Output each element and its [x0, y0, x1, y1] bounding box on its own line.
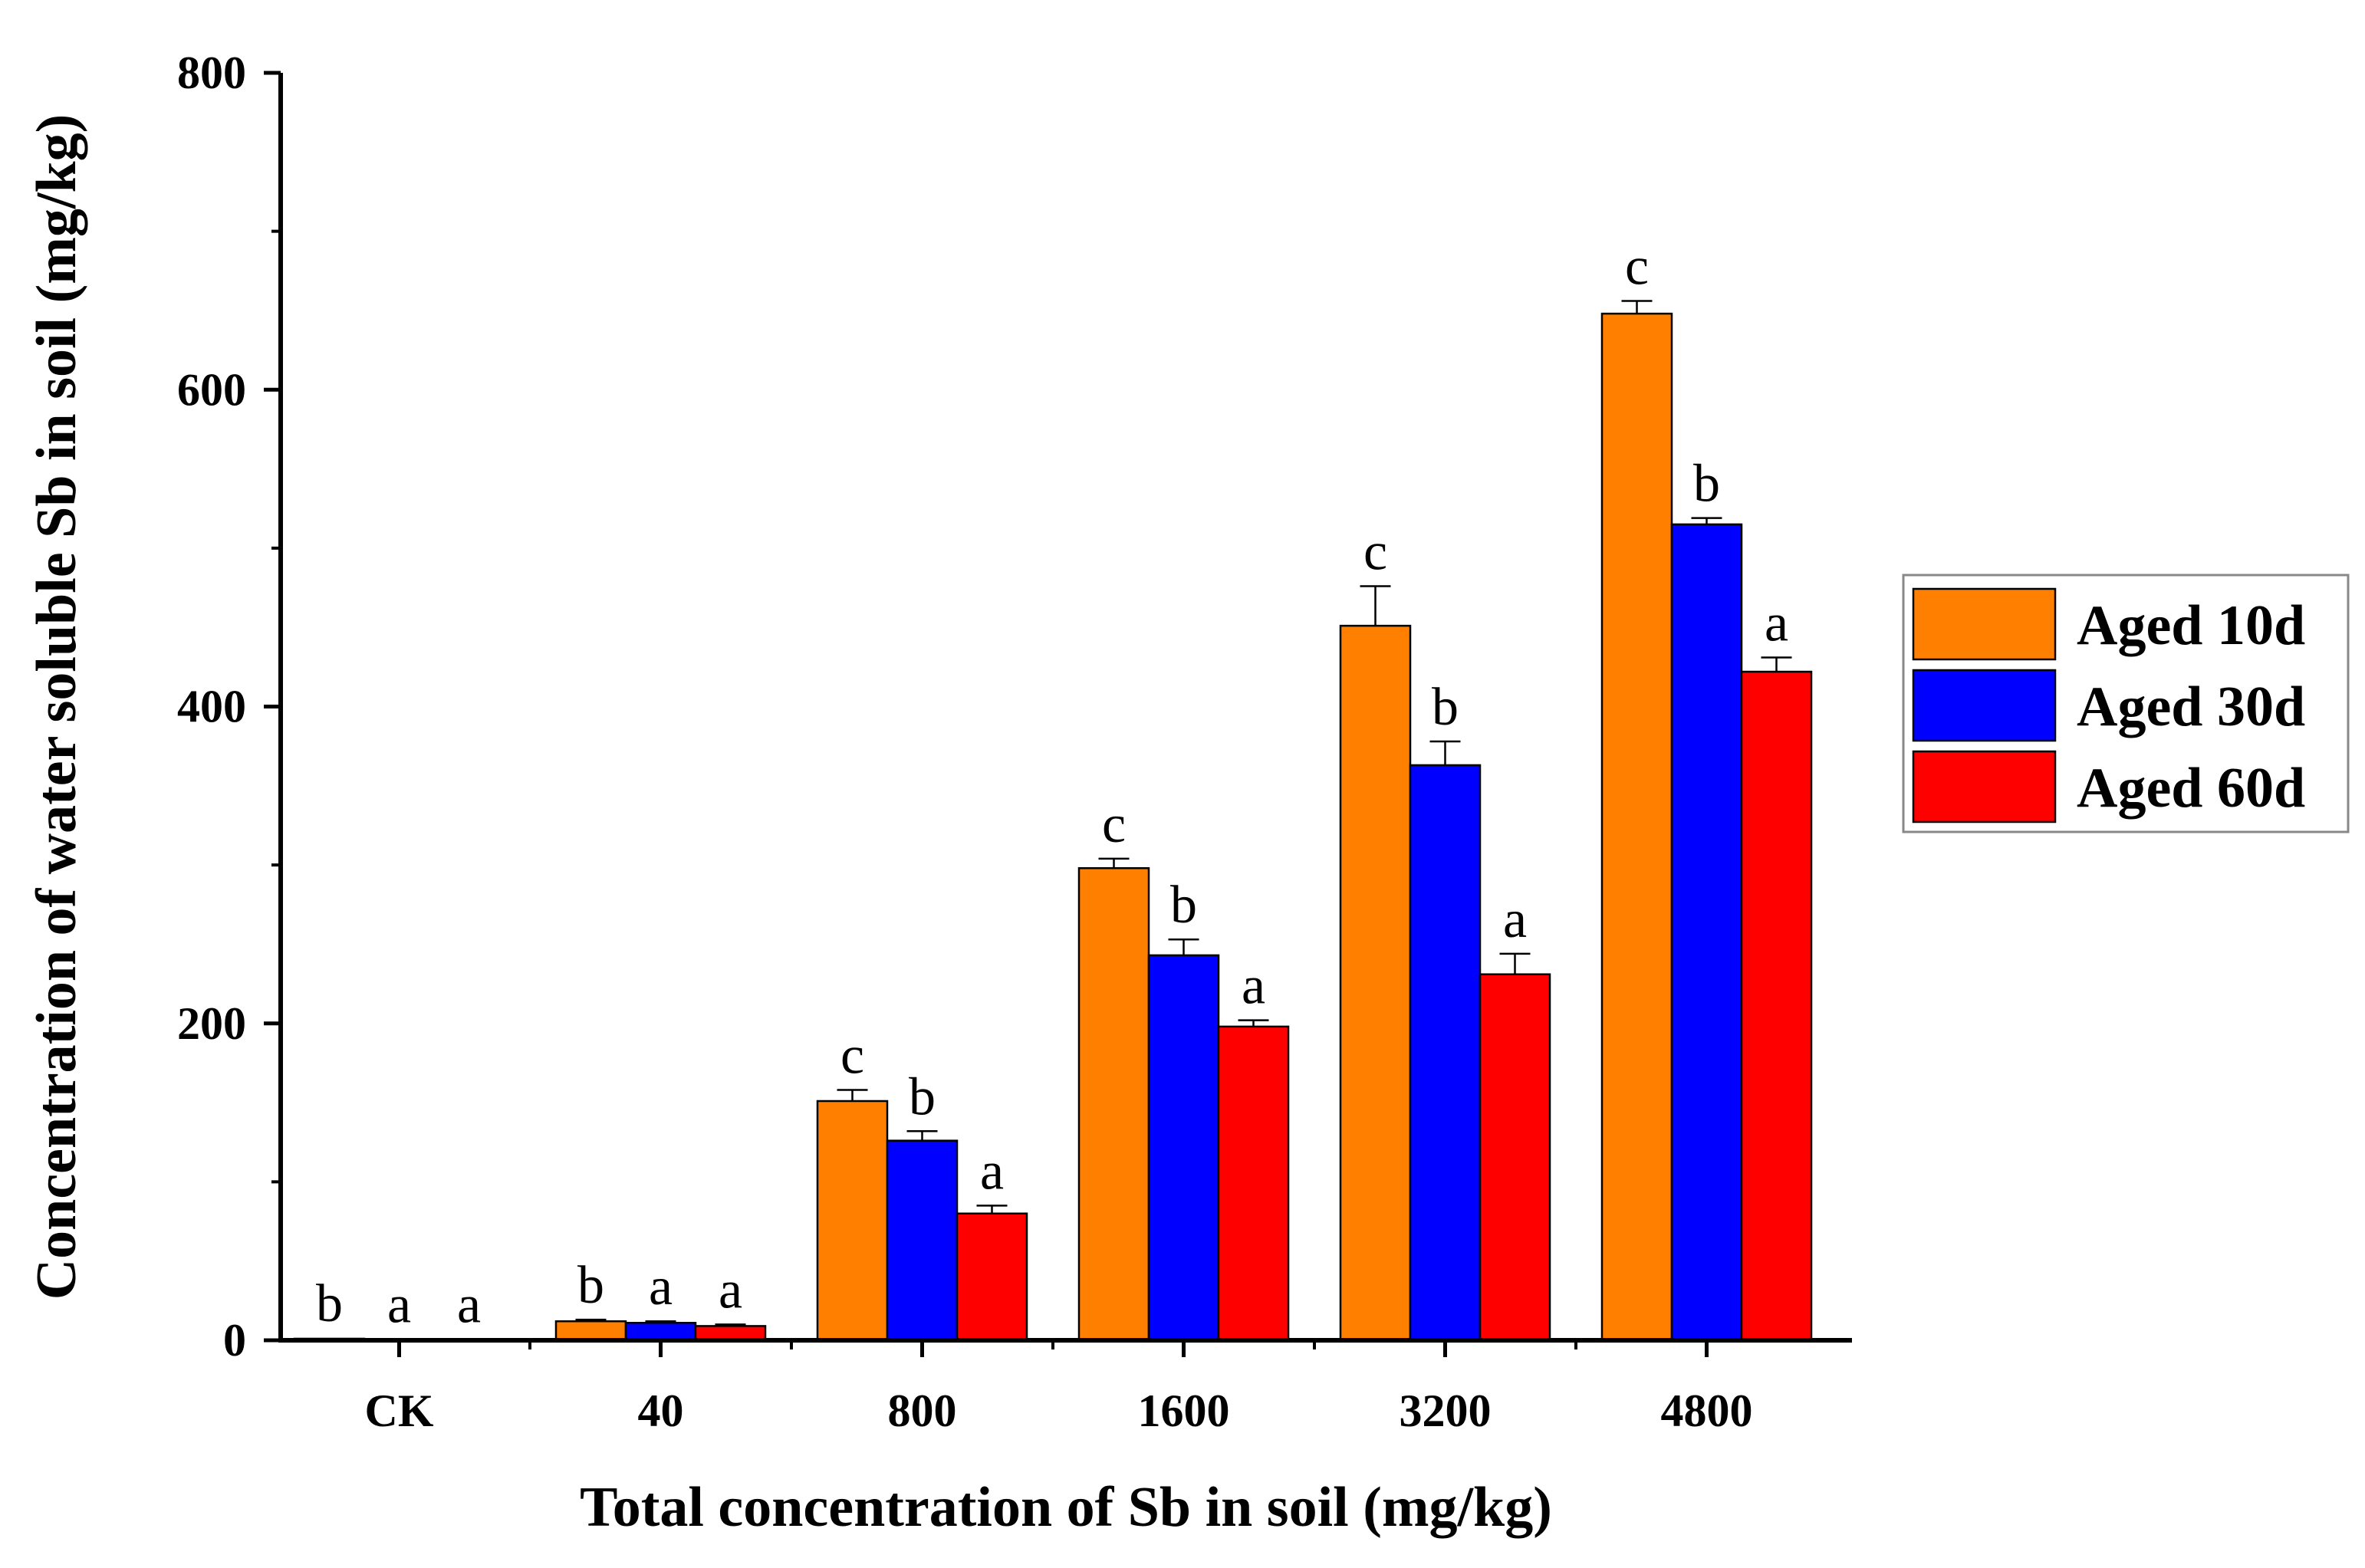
- bar-aged-60d-800: [956, 1212, 1028, 1342]
- bar-aged-10d-3200: [1339, 624, 1412, 1342]
- significance-letter: b: [316, 1274, 343, 1333]
- significance-letter: c: [1102, 795, 1126, 854]
- error-bars-layer: [575, 300, 1792, 1326]
- significance-letter: a: [1765, 593, 1788, 653]
- y-tick-label: 0: [223, 1315, 246, 1366]
- significance-letter: c: [1363, 522, 1387, 581]
- significance-letter: b: [1432, 678, 1459, 737]
- significance-letter: a: [719, 1261, 742, 1320]
- y-tick-label: 800: [177, 48, 246, 98]
- significance-letter: a: [649, 1257, 673, 1317]
- bar-aged-30d-1600: [1147, 954, 1220, 1342]
- x-tick-label: 3200: [1400, 1386, 1492, 1436]
- bar-aged-10d-1600: [1077, 867, 1150, 1342]
- bar-aged-30d-800: [886, 1139, 959, 1342]
- significance-letter: c: [1625, 238, 1649, 297]
- significance-letter: a: [387, 1275, 411, 1334]
- bar-aged-10d-40: [554, 1320, 627, 1342]
- significance-letter: b: [909, 1067, 936, 1126]
- x-tick-label: 1600: [1138, 1386, 1230, 1436]
- significance-letter: b: [577, 1256, 604, 1315]
- legend: Aged 10d Aged 30d Aged 60d: [1902, 574, 2350, 833]
- significance-letter: a: [980, 1142, 1004, 1201]
- y-tick-label: 200: [177, 998, 246, 1049]
- x-tick-label: CK: [365, 1386, 434, 1436]
- y-axis-title: Concentration of water soluble Sb in soi…: [25, 114, 88, 1300]
- bar-aged-30d-3200: [1409, 764, 1482, 1342]
- legend-label: Aged 30d: [2077, 676, 2305, 738]
- y-tick-label: 600: [177, 364, 246, 415]
- bar-aged-10d-4800: [1600, 312, 1673, 1342]
- legend-swatch-aged-30d: [1912, 669, 2057, 742]
- bars-layer: [293, 312, 1813, 1342]
- legend-label: Aged 10d: [2077, 594, 2305, 657]
- significance-letter: a: [1242, 957, 1265, 1016]
- legend-swatch-aged-10d: [1912, 587, 2057, 661]
- bar-aged-60d-1600: [1217, 1025, 1290, 1342]
- x-tick-label: 40: [638, 1386, 684, 1436]
- bar-aged-30d-4800: [1670, 523, 1743, 1342]
- significance-letter: a: [1503, 890, 1527, 949]
- bar-aged-30d-40: [624, 1322, 697, 1342]
- bar-aged-60d-3200: [1479, 973, 1551, 1342]
- significance-letter: b: [1170, 876, 1197, 935]
- significance-letter: a: [457, 1275, 481, 1334]
- legend-swatch-aged-60d: [1912, 750, 2057, 823]
- x-axis-title: Total concentration of Sb in soil (mg/kg…: [580, 1476, 1552, 1539]
- y-tick-label: 400: [177, 682, 246, 732]
- x-tick-label: 4800: [1661, 1386, 1753, 1436]
- y-ticks-layer: 0 200 400 600 800: [177, 48, 281, 1366]
- significance-letter: b: [1693, 455, 1720, 514]
- bar-aged-10d-800: [816, 1100, 889, 1342]
- bar-aged-60d-4800: [1740, 670, 1813, 1342]
- x-tick-label: 800: [888, 1386, 957, 1436]
- legend-label: Aged 60d: [2077, 757, 2305, 820]
- significance-letter: c: [840, 1027, 864, 1086]
- x-ticks-layer: CK 40 800 1600 3200 4800: [365, 1340, 1753, 1436]
